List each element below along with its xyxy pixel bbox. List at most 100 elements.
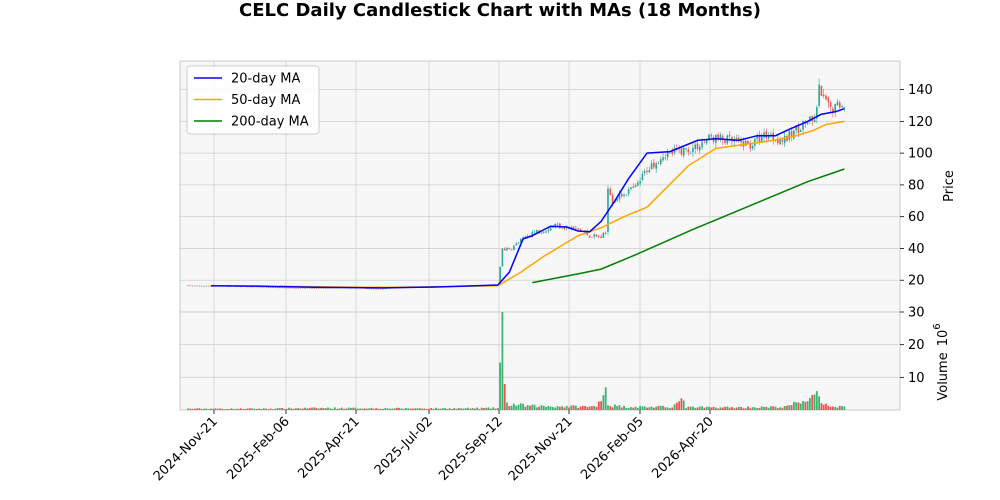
candle-body [740,138,742,143]
volume-bar [428,408,430,410]
volume-bar [554,407,557,410]
candle-body [513,245,515,250]
candle-body [205,285,208,287]
candle-body [721,136,724,140]
volume-bar [558,406,561,410]
candle-body [802,120,804,130]
volume-bar [820,403,823,410]
candle-body [664,157,667,159]
volume-bar [579,406,582,410]
candle-body [836,101,839,106]
candle-body [269,287,272,288]
volume-bar [646,407,648,410]
volume-bar [233,409,235,410]
volume-bar [214,408,217,410]
volume-bar [405,407,407,410]
candle-body [763,132,765,138]
volume-bar [776,408,779,410]
volume-bar [430,408,433,410]
price-tick-label: 60 [908,210,925,225]
volume-bar [588,406,591,410]
price-tick-label: 20 [908,274,925,289]
candle-body [558,223,561,229]
x-tick-label: 2025-Apr-21 [295,414,362,481]
volume-bar [838,405,841,410]
volume-bar [742,408,745,410]
volume-bar [506,402,508,410]
price-tick-label: 120 [908,115,933,130]
candle-body [540,232,543,234]
volume-bar [336,408,339,410]
volume-bar [478,408,481,410]
volume-bar [272,409,274,410]
volume-bar [687,406,690,410]
volume-bar [418,408,421,410]
volume-bar [694,407,697,410]
volume-bar [595,406,598,410]
candle-body [262,286,265,288]
volume-bar [434,407,437,410]
volume-bar [765,406,768,410]
volume-bar [538,406,541,410]
volume-bar [747,406,749,410]
volume-bar [320,407,323,410]
volume-bar [490,408,492,410]
volume-bar [251,408,254,410]
volume-bar [361,408,364,410]
volume-bar [719,407,722,410]
x-tick-label: 2024-Nov-21 [151,414,221,484]
volume-bar [703,407,706,410]
volume-bar [519,403,522,410]
volume-bar [412,408,414,410]
volume-bar [402,408,405,410]
candle-body [829,102,832,107]
volume-bar [281,407,283,410]
candle-body [313,287,316,289]
candle-body [765,131,768,138]
price-tick-label: 100 [908,147,933,162]
volume-bar [563,407,566,410]
volume-bar [480,407,483,410]
candle-body [795,125,797,131]
volume-bar [607,405,609,410]
candle-body [279,287,281,289]
volume-bar [372,408,375,410]
volume-bar [278,407,281,410]
candle-body [760,136,763,143]
volume-bar [421,408,423,410]
volume-bar [659,405,662,410]
candle-body [329,287,332,289]
volume-bar [636,407,639,410]
candle-body [625,194,628,196]
volume-bar [680,398,683,410]
candle-body [524,236,527,238]
candle-body [503,248,506,251]
candle-body [639,181,641,184]
volume-bar [689,406,692,410]
volume-bar [499,362,502,410]
candle-body [194,285,196,287]
candle-body [843,107,846,108]
volume-bar [792,401,795,410]
volume-bar [517,404,520,410]
candle-body [522,237,524,239]
volume-bar [625,407,628,410]
volume-bar [533,404,536,410]
candle-body [689,153,692,154]
volume-bar [395,407,398,410]
candle-body [549,227,552,231]
volume-bar [308,407,311,410]
candle-body [545,231,547,233]
volume-bar [705,406,708,410]
volume-bar [675,402,678,410]
candle-body [187,285,189,287]
volume-bar [187,408,189,410]
volume-bar [591,406,593,410]
candle-body [295,287,297,289]
volume-bar [487,407,490,410]
volume-bar [749,408,752,410]
candle-body [797,124,800,134]
volume-bar [306,408,309,410]
candle-body [627,189,630,194]
volume-bar [219,408,222,410]
